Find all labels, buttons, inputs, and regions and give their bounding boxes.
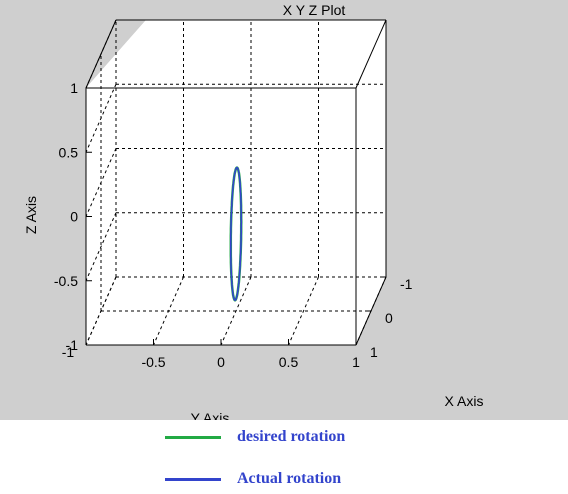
legend-label-actual: Actual rotation bbox=[237, 470, 342, 487]
frame-edge bbox=[355, 19, 387, 89]
legend-swatch-desired bbox=[165, 435, 221, 439]
series-actual-rotation bbox=[230, 166, 243, 302]
legend-item-desired: desired rotation bbox=[165, 428, 345, 446]
grid-line bbox=[85, 212, 117, 281]
series-group bbox=[229, 166, 243, 302]
x-tick-label: 0 bbox=[385, 310, 393, 326]
tick-labels: -1-0.500.51-1-0.5 0 0.5 110-1 bbox=[54, 80, 413, 370]
y-tick-label: -0.5 bbox=[141, 354, 165, 370]
x-tick-label: 1 bbox=[370, 344, 378, 360]
y-axis-label: Y Axis bbox=[191, 410, 230, 420]
plot-right-fill bbox=[356, 20, 386, 345]
x-axis-label: X Axis bbox=[445, 393, 484, 409]
grid-line bbox=[85, 276, 117, 346]
y-tick-label: -1 bbox=[62, 344, 75, 360]
box-frame bbox=[85, 19, 387, 346]
z-tick-label: 0 bbox=[70, 209, 78, 225]
grid-line bbox=[153, 276, 184, 346]
legend-swatch-actual bbox=[165, 477, 221, 481]
x-tick-label: -1 bbox=[400, 276, 413, 292]
y-tick-label: 1 bbox=[352, 354, 360, 370]
chart-title: X Y Z Plot bbox=[283, 2, 346, 18]
xyz-plot: -1-0.500.51-1-0.5 0 0.5 110-1 X Y Z Plot Z … bbox=[23, 2, 484, 420]
z-tick-label: 1 bbox=[70, 80, 78, 96]
z-tick-label: -1 bbox=[66, 337, 79, 353]
z-axis-label: Z Axis bbox=[23, 196, 39, 234]
z-tick-label: 0.5 bbox=[59, 144, 79, 160]
legend: desired rotation Actual rotation bbox=[0, 420, 568, 494]
z-tick-label: -0.5 bbox=[54, 273, 78, 289]
legend-item-actual: Actual rotation bbox=[165, 470, 341, 488]
frame-edge bbox=[85, 19, 117, 89]
legend-label-desired: desired rotation bbox=[237, 428, 346, 445]
figure-background: -1 -0.5 0 0.5 1 -1 -0.5 0 0.5 1 1 0 -1 X Y Z Plot Z … bbox=[0, 0, 568, 420]
y-tick-label: 0 bbox=[217, 354, 225, 370]
grid-line bbox=[288, 276, 319, 346]
y-tick-label: 0.5 bbox=[279, 354, 299, 370]
grid-line bbox=[220, 276, 252, 346]
